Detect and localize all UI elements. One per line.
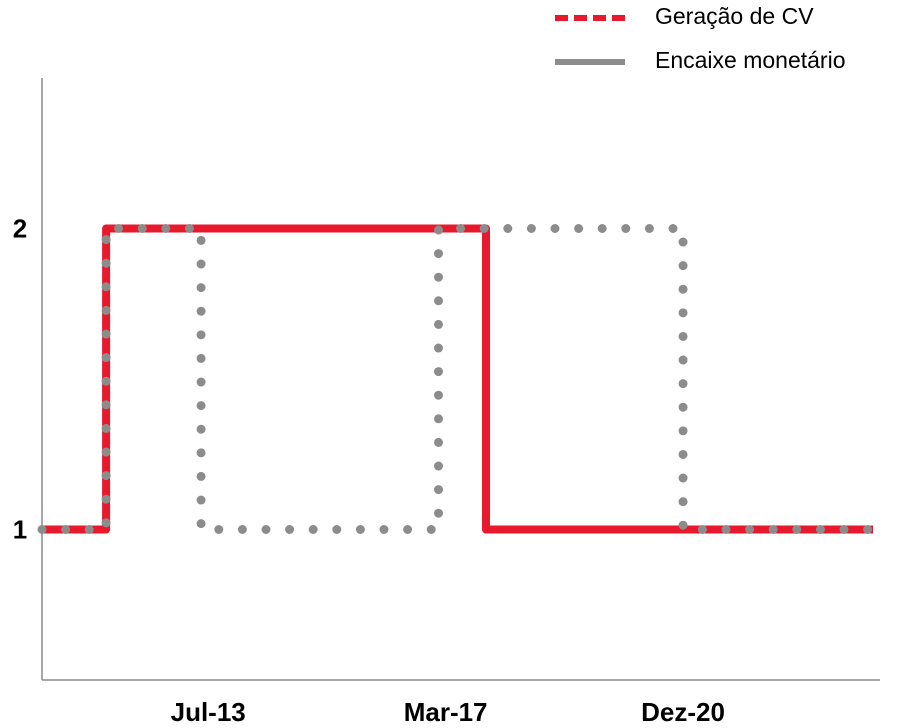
legend-label: Encaixe monetário: [655, 47, 846, 73]
legend: Geração de CV Encaixe monetário: [555, 3, 846, 73]
y-tick-label: 2: [13, 213, 27, 243]
x-tick-label: Mar-17: [404, 697, 488, 727]
legend-label: Geração de CV: [655, 3, 814, 29]
y-tick-label: 1: [13, 514, 27, 544]
series-line: [37, 224, 878, 534]
x-tick-label: Jul-13: [171, 697, 246, 727]
series-line: [42, 224, 873, 534]
x-tick-label: Dez-20: [641, 697, 725, 727]
